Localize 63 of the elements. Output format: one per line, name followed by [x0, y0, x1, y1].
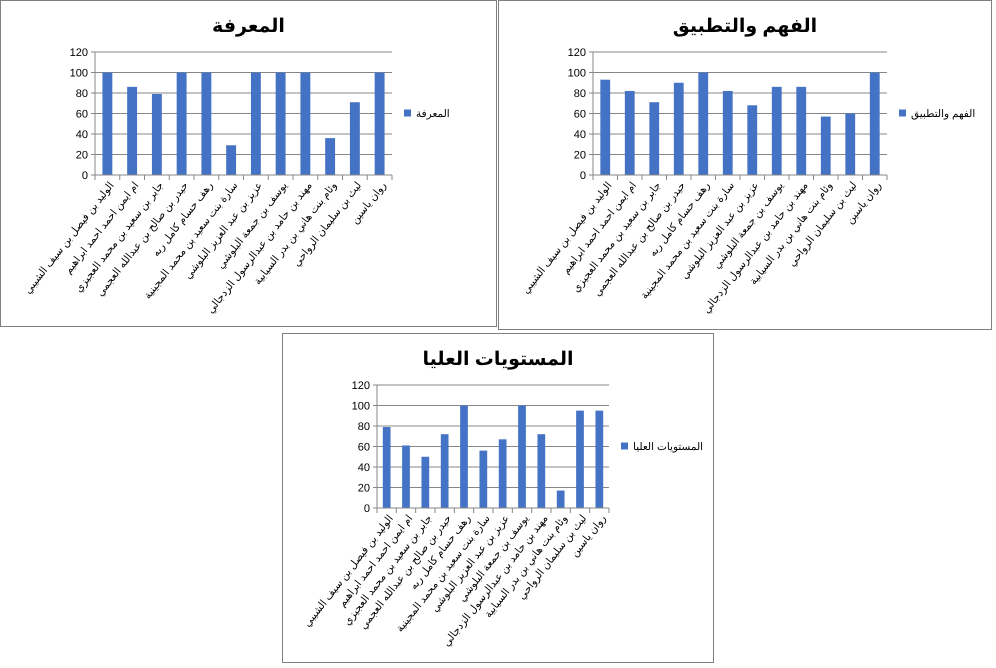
- chart-title: المعرفة: [212, 16, 285, 37]
- bar: [624, 90, 635, 175]
- bar: [870, 72, 880, 175]
- bar: [127, 86, 138, 175]
- bar: [176, 72, 187, 175]
- bar: [649, 102, 660, 175]
- bar: [498, 439, 507, 508]
- chart-title: الفهم والتطبيق: [672, 16, 818, 37]
- legend-label: المعرفة: [416, 108, 450, 120]
- y-tick-label: 20: [574, 149, 586, 162]
- bar: [374, 72, 385, 175]
- bar: [460, 406, 468, 508]
- bar: [402, 445, 410, 508]
- y-tick-label: 60: [76, 108, 88, 120]
- y-tick-label: 40: [574, 128, 586, 141]
- bar: [576, 410, 584, 508]
- bar: [747, 105, 758, 175]
- y-tick-label: 120: [352, 380, 370, 392]
- bar: [226, 145, 236, 175]
- y-tick-label: 20: [76, 149, 88, 162]
- y-tick-label: 100: [352, 400, 370, 412]
- y-tick-label: 60: [574, 108, 586, 120]
- bar: [845, 114, 856, 175]
- bar: [300, 72, 310, 175]
- legend-label: المستويات العليا: [633, 441, 704, 454]
- chart-title: المستويات العليا: [422, 349, 574, 370]
- bar: [722, 90, 733, 175]
- y-tick-label: 120: [70, 46, 88, 59]
- bar: [102, 72, 112, 175]
- bar: [325, 138, 336, 175]
- y-tick-label: 80: [574, 88, 586, 100]
- bar: [556, 490, 565, 508]
- y-tick-label: 40: [76, 128, 88, 141]
- y-tick-label: 120: [568, 46, 586, 59]
- y-tick-label: 40: [358, 462, 370, 474]
- y-tick-label: 0: [82, 170, 88, 182]
- y-tick-label: 0: [580, 170, 586, 182]
- bar: [479, 450, 488, 508]
- bar: [250, 72, 261, 175]
- y-tick-label: 20: [358, 482, 370, 494]
- bar: [421, 456, 430, 508]
- y-tick-label: 80: [358, 420, 370, 433]
- legend-label: الفهم والتطبيق: [911, 108, 976, 120]
- bar: [518, 406, 526, 508]
- bar: [674, 82, 684, 175]
- bar: [440, 434, 449, 508]
- y-tick-label: 60: [358, 441, 370, 454]
- bar: [152, 94, 162, 175]
- bar: [772, 86, 782, 175]
- bar: [595, 410, 604, 508]
- bar: [796, 86, 806, 175]
- y-tick-label: 0: [364, 502, 370, 515]
- bar: [698, 72, 708, 175]
- bar: [382, 427, 391, 508]
- y-tick-label: 100: [568, 67, 586, 80]
- y-tick-label: 100: [70, 67, 88, 80]
- bar: [820, 116, 831, 175]
- bar: [600, 80, 610, 175]
- bar: [201, 72, 212, 175]
- y-tick-label: 80: [76, 88, 88, 100]
- bar: [350, 102, 360, 175]
- bar: [537, 434, 546, 508]
- bar: [276, 72, 286, 175]
